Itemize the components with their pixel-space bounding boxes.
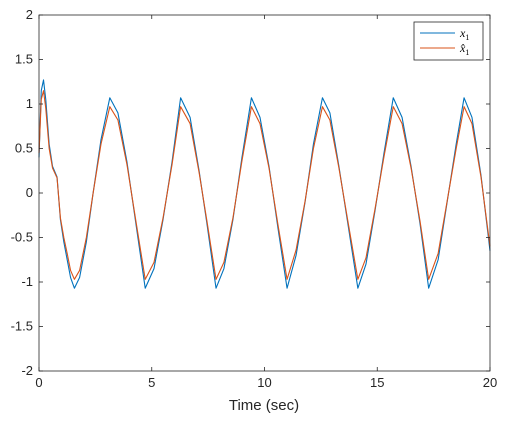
y-tick-label: 1 [26, 96, 33, 111]
x-tick-label: 15 [370, 375, 384, 390]
series-line-1 [38, 79, 491, 289]
legend-label-1: x1 [459, 26, 469, 42]
y-tick-label: 0 [26, 185, 33, 200]
y-tick-label: 2 [26, 7, 33, 22]
legend-box [413, 21, 484, 61]
y-tick-label: 0.5 [15, 141, 33, 156]
y-tick-label: -2 [21, 363, 33, 378]
legend-label-2: x̂1 [459, 41, 469, 57]
axes-layer: 0 5 10 15 20 -2 -1.5 -1 -0.5 0 0.5 1 1.5 2 [11, 7, 498, 390]
legend: x1x̂1 [413, 21, 484, 61]
y-tick-label: -1 [21, 274, 33, 289]
x-tick-label: 20 [483, 375, 497, 390]
x-axis-title: Time (sec) [229, 397, 299, 414]
plot-area [39, 15, 490, 371]
x-tick-label: 0 [35, 375, 42, 390]
series-layer [38, 79, 491, 289]
x-tick-label: 10 [257, 375, 271, 390]
y-tick-label: -0.5 [11, 230, 33, 245]
series-line-2 [38, 90, 491, 280]
x-tick-label: 5 [148, 375, 155, 390]
y-tick-label: 1.5 [15, 52, 33, 67]
y-tick-label: -1.5 [11, 319, 33, 334]
